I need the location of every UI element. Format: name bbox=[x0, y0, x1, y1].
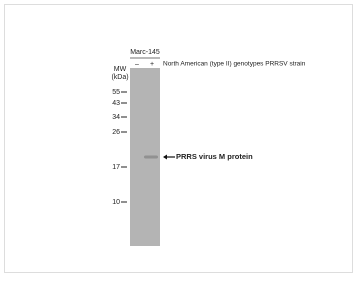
mw-unit: (kDa) bbox=[111, 74, 128, 81]
protein-band bbox=[144, 156, 158, 159]
condition-label: North American (type II) genotypes PRRSV… bbox=[163, 61, 306, 68]
cell-line: Marc-145 bbox=[130, 49, 160, 56]
mw-title: MW bbox=[114, 66, 127, 73]
marker-label: 55 bbox=[112, 89, 120, 96]
marker-label: 26 bbox=[112, 129, 120, 136]
figure: Marc-145 – + North American (type II) ge… bbox=[0, 0, 358, 278]
lane-label: + bbox=[150, 61, 154, 68]
lane-label: – bbox=[135, 61, 139, 68]
marker-label: 43 bbox=[112, 100, 120, 107]
marker-label: 34 bbox=[112, 114, 120, 121]
band-label: PRRS virus M protein bbox=[176, 152, 253, 161]
frame bbox=[5, 5, 353, 273]
marker-label: 10 bbox=[112, 199, 120, 206]
marker-label: 17 bbox=[112, 164, 120, 171]
